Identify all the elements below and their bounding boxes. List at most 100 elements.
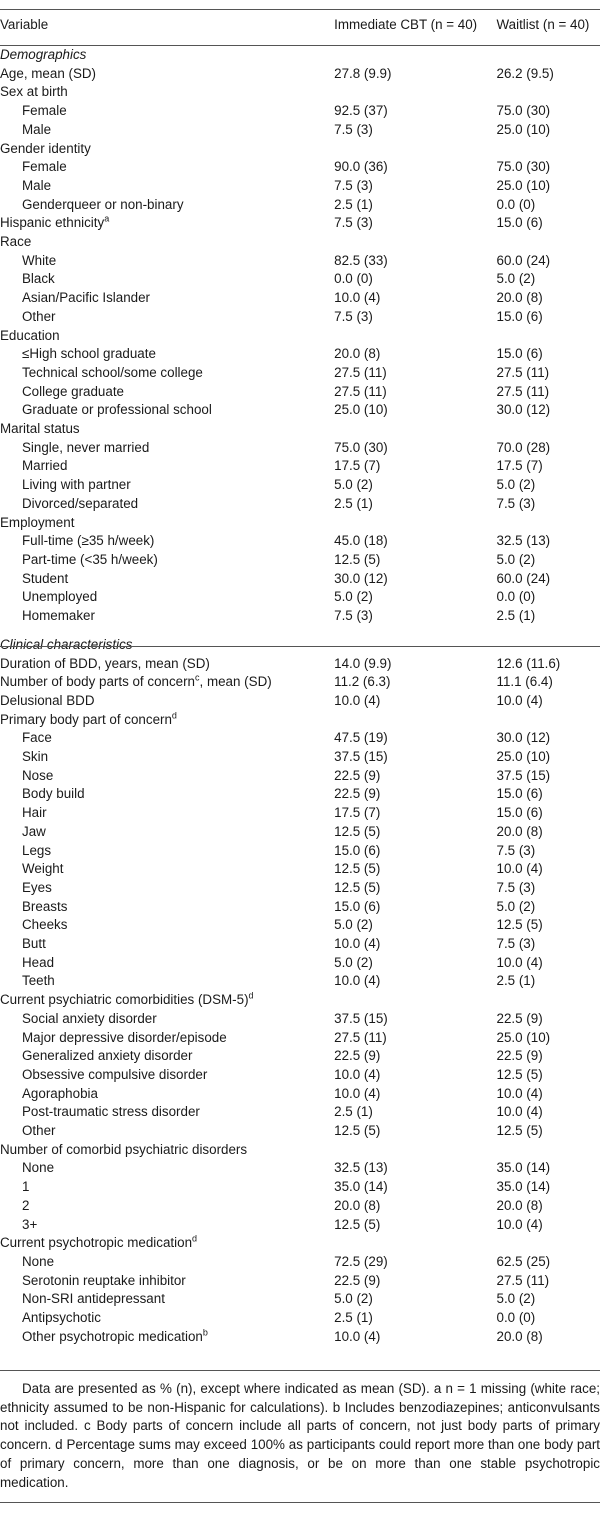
cell-waitlist: 10.0 (4) xyxy=(496,954,543,970)
row-label-text: Eyes xyxy=(22,879,52,895)
row-label: None xyxy=(0,1253,334,1272)
table-row: Part-time (<35 h/week) 12.5 (5) 5.0 (2) xyxy=(0,551,600,570)
table-row: Genderqueer or non-binary 2.5 (1) 0.0 (0) xyxy=(0,196,600,215)
cell-waitlist xyxy=(497,327,600,346)
cell-waitlist: 25.0 (10) xyxy=(496,749,551,765)
row-label-text: Jaw xyxy=(22,823,46,839)
table-header-row: Variable Immediate CBT (n = 40) Waitlist… xyxy=(0,16,600,36)
cell-immediate-cbt: 22.5 (9) xyxy=(334,1048,381,1064)
row-label: Cheeks xyxy=(0,916,334,935)
cell-immediate-cbt: 5.0 (2) xyxy=(334,1291,373,1307)
row-label-text: Current psychiatric comorbidities (DSM-5… xyxy=(0,992,249,1008)
table-row: Other 12.5 (5) 12.5 (5) xyxy=(0,1122,600,1141)
row-label-text: Student xyxy=(22,570,69,586)
cell-immediate-cbt: 47.5 (19) xyxy=(334,730,388,746)
cell-immediate-cbt: 27.5 (11) xyxy=(334,364,387,380)
cell-immediate-cbt: 17.5 (7) xyxy=(334,458,381,474)
cell-waitlist: 27.5 (11) xyxy=(496,1272,550,1288)
cell-waitlist: 10.0 (4) xyxy=(496,861,543,877)
row-label-text: Living with partner xyxy=(22,477,131,493)
row-label: College graduate xyxy=(0,383,334,402)
table-row: Weight 12.5 (5) 10.0 (4) xyxy=(0,860,600,879)
row-label: Age, mean (SD) xyxy=(0,65,334,84)
row-label: Unemployed xyxy=(0,588,334,607)
section-title: Clinical characteristics xyxy=(0,636,133,652)
cell-immediate-cbt: 20.0 (8) xyxy=(334,1197,381,1213)
cell-waitlist xyxy=(497,83,600,102)
cell-waitlist: 27.5 (11) xyxy=(496,364,550,380)
table-row: Face 47.5 (19) 30.0 (12) xyxy=(0,729,600,748)
end-rule xyxy=(0,1502,600,1503)
cell-immediate-cbt: 7.5 (3) xyxy=(334,177,373,193)
row-label: Jaw xyxy=(0,823,334,842)
row-label: White xyxy=(0,252,334,271)
cell-immediate-cbt xyxy=(334,420,496,439)
table-row: Married 17.5 (7) 17.5 (7) xyxy=(0,457,600,476)
cell-waitlist: 20.0 (8) xyxy=(496,1328,543,1344)
row-label: Social anxiety disorder xyxy=(0,1010,334,1029)
row-label: Eyes xyxy=(0,879,334,898)
row-label: Hair xyxy=(0,804,334,823)
row-label: Major depressive disorder/episode xyxy=(0,1029,334,1048)
cell-immediate-cbt: 27.5 (11) xyxy=(334,1029,387,1045)
cell-immediate-cbt: 82.5 (33) xyxy=(334,252,388,268)
cell-waitlist: 15.0 (6) xyxy=(496,346,543,362)
row-label-text: Generalized anxiety disorder xyxy=(22,1048,193,1064)
row-label-text: Other xyxy=(22,1123,56,1139)
row-label-text: Current psychotropic medication xyxy=(0,1235,193,1251)
row-label-text: 1 xyxy=(22,1179,30,1195)
header-immediate-cbt: Immediate CBT (n = 40) xyxy=(334,17,478,32)
row-label-text: Social anxiety disorder xyxy=(22,1010,157,1026)
table-row: Current psychiatric comorbidities (DSM-5… xyxy=(0,991,600,1010)
row-label: Legs xyxy=(0,842,334,861)
cell-immediate-cbt: 22.5 (9) xyxy=(334,767,381,783)
row-label: Number of comorbid psychiatric disorders xyxy=(0,1141,334,1160)
table-row: Employment xyxy=(0,514,600,533)
row-label-text: Obsessive compulsive disorder xyxy=(22,1066,208,1082)
cell-waitlist: 25.0 (10) xyxy=(496,1029,551,1045)
row-label: Other xyxy=(0,308,334,327)
table-row: Hispanic ethnicitya 7.5 (3) 15.0 (6) xyxy=(0,214,600,233)
cell-immediate-cbt: 5.0 (2) xyxy=(334,954,373,970)
table-row: Generalized anxiety disorder 22.5 (9) 22.5… xyxy=(0,1047,600,1066)
bottom-rule xyxy=(0,1370,600,1371)
row-label-text: Duration of BDD, years, mean (SD) xyxy=(0,655,210,671)
row-label: Homemaker xyxy=(0,607,334,626)
cell-immediate-cbt: 2.5 (1) xyxy=(334,495,373,511)
row-label: Marital status xyxy=(0,420,334,439)
table-row: Antipsychotic 2.5 (1) 0.0 (0) xyxy=(0,1309,600,1328)
row-label-text: Male xyxy=(22,177,52,193)
row-label-text: Sex at birth xyxy=(0,84,68,100)
row-label: Female xyxy=(0,158,334,177)
row-label: Current psychiatric comorbidities (DSM-5… xyxy=(0,991,334,1010)
cell-immediate-cbt: 27.8 (9.9) xyxy=(334,65,392,81)
cell-immediate-cbt: 7.5 (3) xyxy=(334,608,373,624)
row-label: Serotonin reuptake inhibitor xyxy=(0,1272,334,1291)
row-label-text: Cheeks xyxy=(22,917,68,933)
table-row: Marital status xyxy=(0,420,600,439)
row-label-text: Race xyxy=(0,234,32,250)
table-row: Major depressive disorder/episode 27.5 (1… xyxy=(0,1029,600,1048)
cell-immediate-cbt: 10.0 (4) xyxy=(334,936,381,952)
cell-immediate-cbt: 12.5 (5) xyxy=(334,861,381,877)
cell-waitlist: 15.0 (6) xyxy=(496,805,543,821)
row-label: Living with partner xyxy=(0,476,334,495)
table-row: Head 5.0 (2) 10.0 (4) xyxy=(0,954,600,973)
row-label: Teeth xyxy=(0,972,334,991)
row-label-text: Divorced/separated xyxy=(22,495,139,511)
row-label: Body build xyxy=(0,785,334,804)
cell-immediate-cbt: 7.5 (3) xyxy=(334,308,373,324)
row-label: Breasts xyxy=(0,898,334,917)
row-label: Primary body part of concernd xyxy=(0,711,334,730)
cell-immediate-cbt xyxy=(334,991,496,1010)
cell-waitlist: 15.0 (6) xyxy=(496,786,543,802)
table-row: Education xyxy=(0,327,600,346)
cell-waitlist: 7.5 (3) xyxy=(496,936,536,952)
cell-immediate-cbt xyxy=(334,711,496,730)
cell-waitlist: 12.6 (11.6) xyxy=(496,655,561,671)
cell-immediate-cbt xyxy=(334,514,496,533)
cell-waitlist: 0.0 (0) xyxy=(496,1310,536,1326)
cell-immediate-cbt xyxy=(334,140,496,159)
row-label: Employment xyxy=(0,514,334,533)
row-label-text: Unemployed xyxy=(22,589,98,605)
